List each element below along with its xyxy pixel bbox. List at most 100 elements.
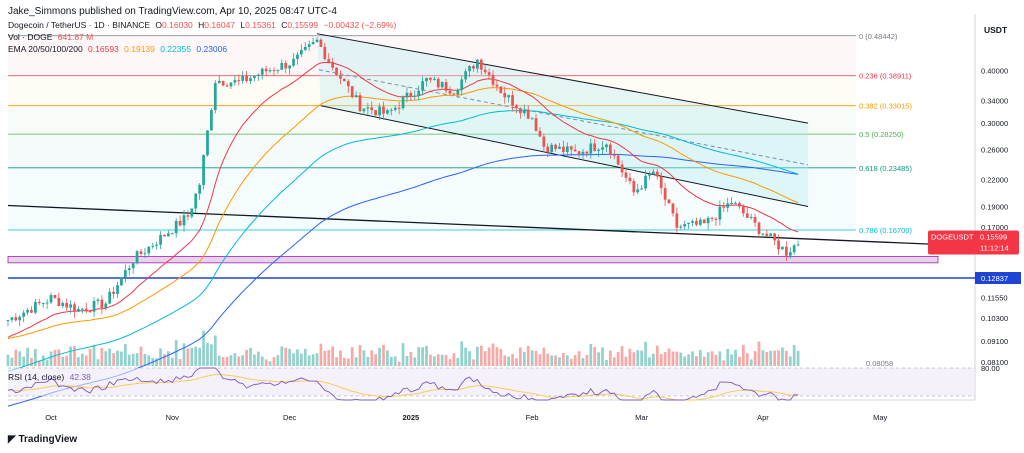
candle-body: [620, 164, 624, 173]
candle-body: [49, 295, 53, 303]
volume-bar: [280, 346, 284, 366]
ema200-line: [7, 153, 799, 407]
candle-body: [346, 81, 350, 87]
volume-bar: [558, 357, 561, 366]
y-tick-label: 0.10300: [981, 314, 1008, 323]
candle-body: [77, 308, 80, 312]
volume-bar: [565, 355, 569, 366]
candle-body: [331, 61, 335, 68]
support-price-value: 0.12837: [981, 274, 1008, 283]
volume-bar: [487, 347, 491, 366]
channel-fill: [317, 33, 809, 207]
volume-bar: [569, 358, 573, 366]
symbol-title[interactable]: Dogecoin / TetherUS · 1D · BINANCE: [8, 20, 151, 30]
volume-bar: [249, 347, 252, 366]
volume-legend[interactable]: Vol · DOGE 641.87 M: [8, 32, 96, 42]
volume-bar: [350, 347, 354, 366]
volume-bar: [655, 345, 659, 366]
candle-body: [366, 107, 370, 109]
time-axis[interactable]: Oct Nov Dec 2025 Feb Mar Apr May: [45, 413, 887, 422]
volume-bar: [41, 355, 45, 366]
candle-body: [640, 188, 644, 190]
candle-body: [174, 220, 178, 234]
candle-body: [577, 151, 581, 155]
candle-body: [710, 217, 714, 219]
volume-bar: [331, 346, 335, 366]
candle-body: [511, 95, 514, 106]
volume-bar: [296, 349, 299, 366]
volume-bar: [386, 350, 389, 366]
rsi-legend[interactable]: RSI (14, close) 42.38: [8, 372, 94, 382]
candle-body: [198, 185, 202, 194]
candle-body: [241, 75, 245, 81]
volume-bar: [499, 348, 503, 366]
candle-body: [534, 118, 538, 132]
candle-body: [601, 147, 604, 150]
volume-bar: [542, 347, 546, 366]
brand-name: TradingView: [18, 434, 78, 445]
candle-body: [522, 109, 526, 114]
volume-bar: [616, 352, 620, 366]
candle-body: [213, 83, 217, 111]
volume-bar: [761, 350, 765, 366]
channel-upper-line[interactable]: [316, 33, 809, 124]
ema-legend[interactable]: EMA 20/50/100/200 0.16593 0.19139 0.2235…: [8, 44, 230, 54]
candle-body: [57, 297, 61, 307]
rsi-ma-line: [7, 373, 799, 401]
volume-bar: [190, 347, 194, 366]
volume-bar: [777, 350, 780, 366]
volume-bar: [675, 351, 679, 366]
volume-bar: [143, 353, 147, 366]
candle-body: [178, 220, 182, 226]
tradingview-logo[interactable]: ◤ TradingView: [8, 434, 77, 445]
volume-bar: [307, 355, 311, 366]
volume-bar: [644, 341, 647, 366]
volume-bar: [303, 348, 307, 366]
volume-bar: [515, 358, 518, 366]
trend-line[interactable]: [7, 204, 976, 247]
candle-body: [166, 233, 170, 237]
volume-bar: [577, 351, 581, 366]
price-axis[interactable]: 0.40000 0.34000 0.30000 0.26000 0.22000 0.190…: [981, 67, 1008, 367]
candle-body: [335, 67, 338, 75]
candle-body: [440, 82, 444, 88]
candle-body: [53, 295, 57, 298]
volume-bar: [608, 350, 612, 366]
y-tick-label: 0.11550: [981, 293, 1008, 302]
high-label: H: [198, 20, 205, 30]
support-zone[interactable]: [7, 256, 939, 264]
candle-body: [229, 82, 233, 87]
volume-bar: [468, 351, 471, 366]
volume-bar: [6, 354, 10, 366]
volume-bar: [753, 351, 757, 366]
volume-bar: [456, 357, 460, 366]
channel-lower-line[interactable]: [320, 105, 809, 207]
volume-bar: [174, 340, 178, 366]
candle-body: [734, 202, 737, 204]
volume-bar: [198, 347, 202, 366]
candle-body: [679, 226, 683, 228]
volume-bar: [49, 351, 53, 366]
volume-bar: [741, 344, 745, 366]
candle-body: [151, 245, 155, 247]
volume-bar: [749, 359, 753, 366]
volume-bar: [648, 357, 651, 366]
volume-bar: [460, 341, 464, 366]
candle-body: [159, 234, 162, 245]
candle-body: [6, 320, 10, 322]
symbol-legend[interactable]: Dogecoin / TetherUS · 1D · BINANCE O0.16…: [8, 20, 399, 30]
candle-body: [741, 206, 745, 214]
candle-body: [18, 316, 22, 321]
candle-body: [468, 66, 471, 72]
low-value: 0.15361: [245, 20, 276, 30]
volume-bar: [18, 351, 22, 366]
candle-body: [280, 62, 284, 70]
volume-bar: [237, 356, 241, 366]
x-tick-label: Dec: [283, 413, 297, 422]
candle-body: [276, 69, 280, 71]
volume-bar: [92, 344, 96, 366]
candle-body: [127, 268, 131, 271]
volume-bar: [784, 350, 788, 366]
candle-body: [483, 69, 487, 73]
